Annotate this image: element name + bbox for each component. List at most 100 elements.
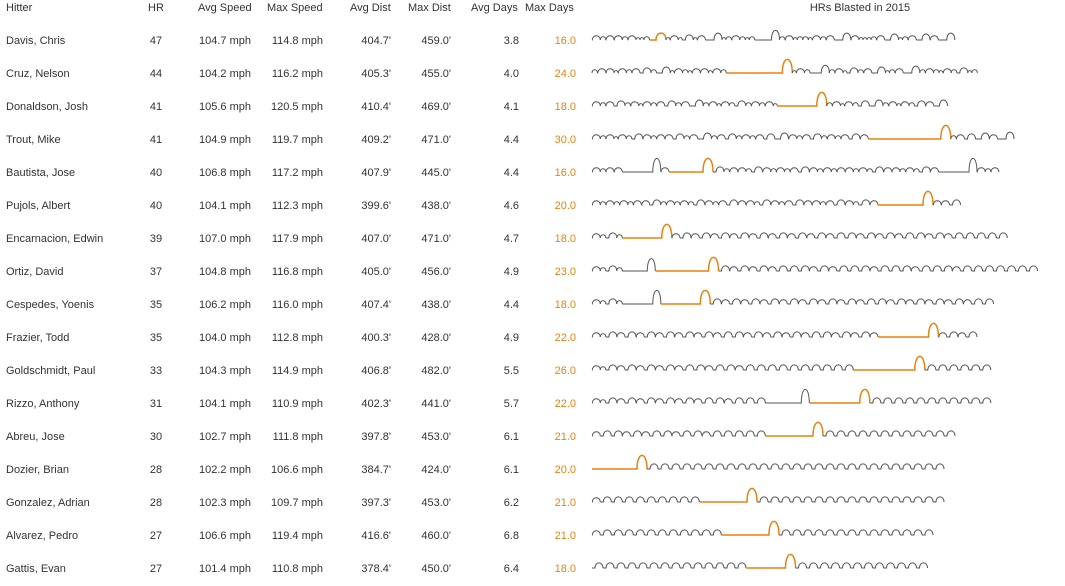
hr-arc bbox=[857, 69, 864, 74]
hr-arc bbox=[781, 332, 791, 338]
hr-arc bbox=[611, 496, 623, 503]
hr-arc bbox=[591, 69, 598, 74]
hr-arc bbox=[790, 463, 802, 470]
cell-max-speed: 110.8 mph bbox=[271, 563, 323, 575]
table-row[interactable]: Rizzo, Anthony 31 104.1 mph 110.9 mph 402.3'… bbox=[0, 388, 1065, 421]
cell-hitter: Abreu, Jose bbox=[6, 431, 65, 443]
hr-arc bbox=[826, 102, 833, 107]
hr-arc bbox=[823, 430, 835, 437]
hr-arc bbox=[790, 529, 802, 536]
table-row[interactable]: Alvarez, Pedro 27 106.6 mph 119.4 mph 416.6'… bbox=[0, 520, 1065, 553]
header-max-speed[interactable]: Max Speed bbox=[267, 2, 323, 14]
hr-arc bbox=[889, 496, 901, 503]
table-row[interactable]: Encarnacion, Edwin 39 107.0 mph 117.9 mph 40… bbox=[0, 223, 1065, 256]
table-row[interactable]: Donaldson, Josh 41 105.6 mph 120.5 mph 410.4… bbox=[0, 91, 1065, 124]
hr-arc bbox=[933, 430, 945, 437]
hr-arc bbox=[757, 463, 769, 470]
cell-avg-speed: 104.2 mph bbox=[199, 68, 251, 80]
header-hitter[interactable]: Hitter bbox=[6, 2, 33, 14]
hr-arc bbox=[723, 168, 730, 173]
table-row[interactable]: Gonzalez, Adrian 28 102.3 mph 109.7 mph 397.… bbox=[0, 487, 1065, 520]
table-row[interactable]: Abreu, Jose 30 102.7 mph 111.8 mph 397.8' 453… bbox=[0, 421, 1065, 454]
hr-arc bbox=[911, 430, 923, 437]
header-avg-dist[interactable]: Avg Dist bbox=[350, 2, 391, 14]
hr-arc bbox=[616, 267, 623, 272]
hr-arc bbox=[691, 430, 703, 437]
hr-arc bbox=[729, 266, 739, 272]
table-row[interactable]: Goldschmidt, Paul 33 104.3 mph 114.9 mph 406… bbox=[0, 355, 1065, 388]
cell-max-dist: 453.0' bbox=[421, 431, 451, 443]
hr-sparkline bbox=[591, 520, 934, 536]
hr-arc bbox=[765, 388, 810, 404]
table-row[interactable]: Cespedes, Yoenis 35 106.2 mph 116.0 mph 407.… bbox=[0, 289, 1065, 322]
hr-arc bbox=[737, 265, 750, 272]
hr-arc bbox=[729, 233, 739, 239]
cell-hr: 30 bbox=[149, 431, 163, 443]
hr-arc bbox=[680, 430, 692, 437]
cell-max-dist: 471.0' bbox=[421, 233, 451, 245]
hr-arc bbox=[963, 299, 972, 305]
cell-max-dist: 469.0' bbox=[421, 101, 451, 113]
hr-arc bbox=[748, 233, 758, 239]
hr-arc bbox=[776, 265, 788, 272]
table-row[interactable]: Trout, Mike 41 104.9 mph 119.7 mph 409.2' 471… bbox=[0, 124, 1065, 157]
hr-arc bbox=[933, 298, 945, 305]
table-row[interactable]: Bautista, Jose 40 106.8 mph 117.2 mph 407.9'… bbox=[0, 157, 1065, 190]
header-max-dist[interactable]: Max Dist bbox=[408, 2, 451, 14]
table-row[interactable]: Gattis, Evan 27 101.4 mph 110.8 mph 378.4' 45… bbox=[0, 553, 1065, 586]
cell-max-days: 18.0 bbox=[554, 233, 576, 245]
hr-arc bbox=[616, 365, 626, 371]
cell-max-dist: 471.0' bbox=[421, 134, 451, 146]
table-row[interactable]: Frazier, Todd 35 104.0 mph 112.8 mph 400.3' 4… bbox=[0, 322, 1065, 355]
hr-arc bbox=[614, 562, 626, 569]
hr-arc bbox=[787, 265, 799, 272]
hr-arc bbox=[591, 530, 601, 536]
table-row[interactable]: Pujols, Albert 40 104.1 mph 112.3 mph 399.6'… bbox=[0, 190, 1065, 223]
cell-avg-speed: 104.1 mph bbox=[199, 200, 251, 212]
hr-arc bbox=[633, 496, 645, 503]
hr-arc bbox=[723, 398, 733, 404]
cell-hitter: Gattis, Evan bbox=[6, 563, 66, 575]
hr-arc bbox=[804, 69, 811, 74]
header-sparkline[interactable]: HRs Blasted in 2015 bbox=[809, 2, 911, 14]
hr-arc bbox=[875, 233, 884, 239]
hr-arc bbox=[858, 100, 870, 107]
hr-arc bbox=[880, 397, 893, 404]
hr-arc bbox=[660, 167, 670, 173]
hr-arc bbox=[636, 562, 648, 569]
hr-arc bbox=[737, 232, 750, 239]
hr-arc bbox=[748, 266, 758, 272]
header-avg-days[interactable]: Avg Days bbox=[471, 2, 518, 14]
hr-arc bbox=[767, 233, 777, 239]
hr-sparkline bbox=[591, 190, 961, 206]
hr-arc bbox=[925, 101, 935, 107]
cell-max-speed: 114.8 mph bbox=[271, 35, 323, 47]
hr-arc bbox=[809, 364, 821, 371]
hr-arc bbox=[674, 398, 684, 404]
header-avg-speed[interactable]: Avg Speed bbox=[198, 2, 252, 14]
table-row[interactable]: Dozier, Brian 28 102.2 mph 106.6 mph 384.7' 4… bbox=[0, 454, 1065, 487]
hr-sparkline bbox=[591, 322, 978, 338]
hr-arc bbox=[916, 562, 928, 569]
hr-arc-max bbox=[777, 91, 828, 107]
header-max-days[interactable]: Max Days bbox=[525, 2, 574, 14]
hr-arc bbox=[735, 135, 743, 140]
hr-arc bbox=[858, 167, 868, 173]
table-row[interactable]: Cruz, Nelson 44 104.2 mph 116.2 mph 405.3' 45… bbox=[0, 58, 1065, 91]
hr-arc-max bbox=[699, 487, 758, 503]
hr-arc bbox=[952, 266, 961, 272]
hr-arc bbox=[658, 562, 670, 569]
table-row[interactable]: Ortiz, David 37 104.8 mph 116.8 mph 405.0' 45… bbox=[0, 256, 1065, 289]
hr-arc bbox=[820, 331, 832, 338]
hr-arc bbox=[798, 364, 810, 371]
header-hr[interactable]: HR bbox=[148, 2, 164, 14]
hr-arc bbox=[599, 201, 607, 206]
hr-arc bbox=[855, 233, 865, 239]
hr-arc bbox=[599, 36, 607, 41]
hr-arc bbox=[869, 332, 879, 338]
hr-arc bbox=[633, 529, 645, 536]
cell-hitter: Donaldson, Josh bbox=[6, 101, 88, 113]
table-row[interactable]: Davis, Chris 47 104.7 mph 114.8 mph 404.7' 45… bbox=[0, 25, 1065, 58]
hr-arc bbox=[985, 232, 997, 239]
cell-avg-dist: 384.7' bbox=[361, 464, 391, 476]
